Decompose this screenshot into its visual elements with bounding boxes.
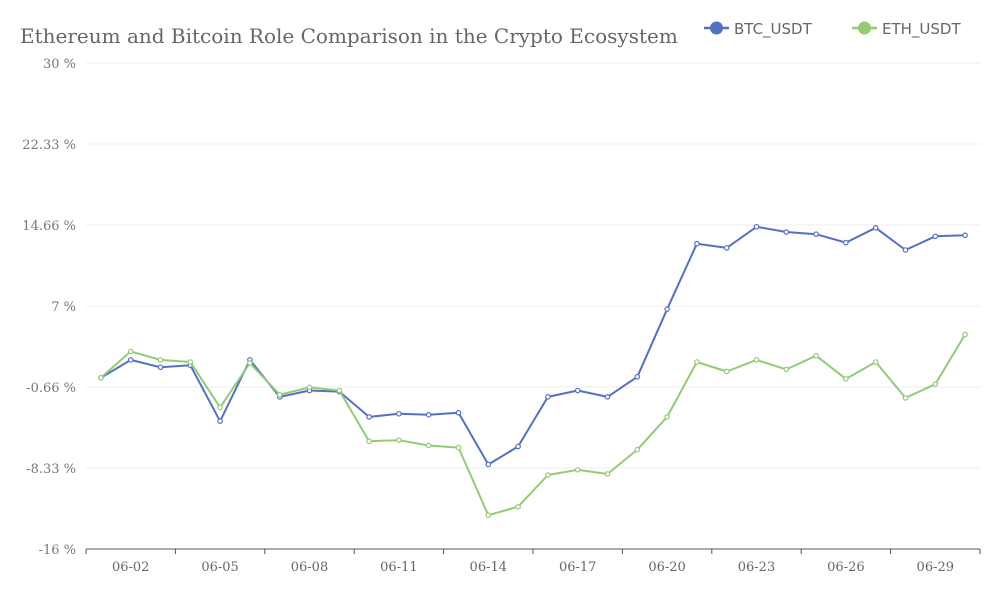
data-point[interactable] <box>217 404 223 411</box>
data-point[interactable] <box>872 359 879 365</box>
x-tick-label: 06-17 <box>559 560 596 575</box>
data-point[interactable] <box>545 394 551 400</box>
series-line-eth-usdt <box>100 333 966 517</box>
data-point[interactable] <box>694 240 700 247</box>
data-point[interactable] <box>127 357 134 363</box>
legend: BTC_USDT ETH_USDT <box>704 20 961 39</box>
data-point[interactable] <box>276 391 283 398</box>
data-point[interactable] <box>157 364 164 371</box>
legend-marker <box>858 21 871 35</box>
x-tick-label: 06-14 <box>470 560 507 575</box>
data-point[interactable] <box>217 418 223 424</box>
data-point[interactable] <box>604 471 611 477</box>
legend-label[interactable]: BTC_USDT <box>734 20 813 39</box>
data-point[interactable] <box>843 376 849 382</box>
y-tick-label: 22.33 % <box>22 138 76 153</box>
data-point[interactable] <box>902 247 909 253</box>
data-point[interactable] <box>664 414 670 420</box>
data-point[interactable] <box>127 348 134 355</box>
data-point[interactable] <box>574 387 581 394</box>
data-point[interactable] <box>753 357 760 363</box>
x-tick-label: 06-02 <box>112 560 149 575</box>
series-line-btc-usdt <box>100 225 966 466</box>
data-point[interactable] <box>783 229 790 235</box>
x-axis-ticks: 06-02 06-05 06-08 06-11 06-14 06-17 06-20 06-23… <box>85 549 981 575</box>
data-point[interactable] <box>932 381 939 387</box>
data-point[interactable] <box>455 409 462 416</box>
data-point[interactable] <box>932 233 939 240</box>
data-point[interactable] <box>962 232 968 239</box>
y-tick-label: -0.66 % <box>26 381 76 396</box>
data-point[interactable] <box>187 359 194 365</box>
chart-title: Ethereum and Bitcoin Role Comparison in … <box>20 24 678 48</box>
data-point[interactable] <box>247 360 253 366</box>
data-point[interactable] <box>902 395 909 401</box>
data-point[interactable] <box>425 412 432 418</box>
data-point[interactable] <box>515 443 521 450</box>
data-point[interactable] <box>98 375 104 381</box>
data-point[interactable] <box>515 503 521 510</box>
data-point[interactable] <box>783 366 790 373</box>
x-tick-label: 06-11 <box>380 560 417 575</box>
data-point[interactable] <box>634 373 641 380</box>
data-point[interactable] <box>485 461 492 468</box>
data-point[interactable] <box>157 357 164 363</box>
data-point[interactable] <box>455 444 462 451</box>
data-point[interactable] <box>366 438 372 445</box>
data-point[interactable] <box>694 359 700 365</box>
data-point[interactable] <box>366 414 372 420</box>
y-axis-ticks: 30 % 22.33 % 14.66 % 7 % -0.66 % -8.33 % -16 % <box>22 57 76 558</box>
series-group <box>98 223 968 518</box>
data-point[interactable] <box>872 225 879 231</box>
legend-marker <box>710 21 723 35</box>
y-tick-label: -16 % <box>39 543 76 558</box>
data-point[interactable] <box>813 352 819 359</box>
data-point[interactable] <box>813 231 819 237</box>
data-point[interactable] <box>723 245 730 251</box>
data-point[interactable] <box>604 394 611 400</box>
data-point[interactable] <box>664 306 670 312</box>
y-tick-label: 7 % <box>51 300 76 315</box>
data-point[interactable] <box>545 472 551 478</box>
data-point[interactable] <box>425 442 432 449</box>
data-point[interactable] <box>396 410 402 417</box>
y-tick-label: -8.33 % <box>26 462 76 477</box>
x-tick-label: 06-26 <box>827 560 864 575</box>
x-tick-label: 06-29 <box>917 560 954 575</box>
data-point[interactable] <box>396 437 402 443</box>
x-tick-label: 06-08 <box>291 560 328 575</box>
data-point[interactable] <box>306 384 313 391</box>
data-point[interactable] <box>336 387 343 394</box>
data-point[interactable] <box>723 368 730 375</box>
legend-label[interactable]: ETH_USDT <box>882 20 961 39</box>
x-tick-label: 06-05 <box>201 560 238 575</box>
data-point[interactable] <box>485 512 492 518</box>
data-point[interactable] <box>753 223 760 230</box>
x-tick-label: 06-23 <box>738 560 775 575</box>
y-tick-label: 14.66 % <box>22 219 76 234</box>
data-point[interactable] <box>634 446 641 453</box>
data-point[interactable] <box>574 466 581 473</box>
data-point[interactable] <box>962 331 968 338</box>
data-point[interactable] <box>843 239 849 246</box>
y-tick-label: 30 % <box>43 57 76 72</box>
x-tick-label: 06-20 <box>648 560 685 575</box>
